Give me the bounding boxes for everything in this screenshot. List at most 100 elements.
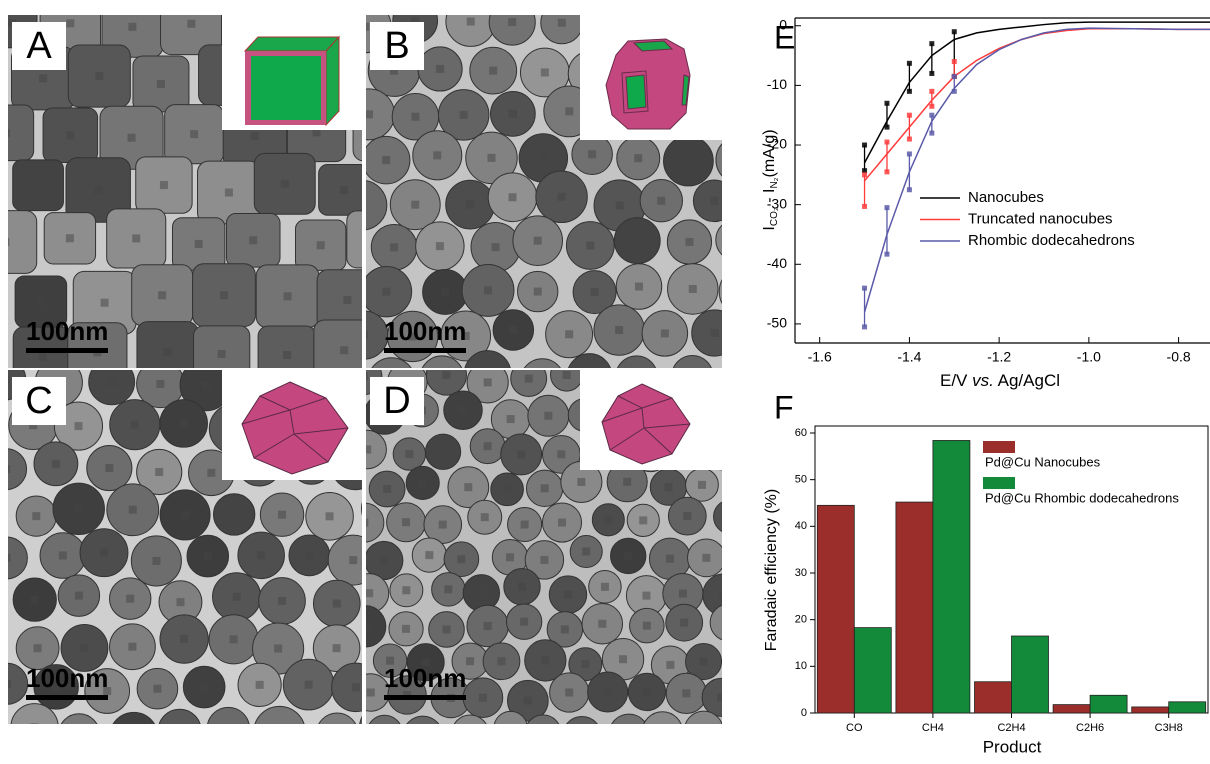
x-tick-label: C2H6 <box>1076 722 1104 734</box>
particle-core <box>604 516 612 524</box>
particle-core <box>207 469 215 477</box>
particle-core <box>666 661 674 669</box>
x-tick-label: -1.2 <box>987 349 1011 365</box>
particle-core <box>509 326 517 334</box>
particle-core <box>459 406 467 414</box>
particle-core <box>521 521 529 529</box>
cube-model <box>245 37 339 125</box>
particle-core <box>176 598 184 606</box>
particle-core <box>128 134 136 142</box>
particle-core <box>664 483 672 491</box>
particle-core <box>457 555 465 563</box>
particle-core <box>419 479 427 487</box>
particle-core <box>564 591 572 599</box>
particle-core <box>155 468 163 476</box>
point <box>884 205 889 210</box>
particle-core <box>683 512 691 520</box>
particle-core <box>340 346 348 354</box>
particle-core <box>633 237 641 245</box>
legend-label: Pd@Cu Rhombic dodecahedrons <box>985 490 1179 505</box>
particle-core <box>34 181 42 189</box>
point <box>929 71 934 76</box>
y-tick-label: 0 <box>779 16 787 32</box>
point <box>907 113 912 118</box>
y-tick-label: 50 <box>795 474 807 486</box>
particle-core <box>540 556 548 564</box>
particle-core <box>464 483 472 491</box>
point <box>884 169 889 174</box>
particle-core <box>534 237 542 245</box>
particle-core <box>544 412 552 420</box>
legend-label: Rhombic dodecahedrons <box>968 232 1135 249</box>
particle-core <box>484 442 492 450</box>
particle-core <box>32 512 40 520</box>
particle-core <box>39 74 47 82</box>
particle-core <box>577 478 585 486</box>
scale-bar-label: 100nm <box>26 316 108 346</box>
particle-core <box>588 150 596 158</box>
particle-core <box>249 236 257 244</box>
particle-core <box>601 583 609 591</box>
particle-core <box>230 635 238 643</box>
legend-swatch <box>983 441 1015 453</box>
particle-core <box>634 154 642 162</box>
particle-core <box>439 448 447 456</box>
figure: A 100nm B 100nm C 100 <box>0 0 1210 759</box>
particle-core <box>492 243 500 251</box>
panel-label: A <box>26 25 52 67</box>
particle-core <box>129 506 137 514</box>
particle-core <box>679 590 687 598</box>
point <box>884 252 889 257</box>
particle-core <box>233 593 241 601</box>
x-tick-label: C3H8 <box>1155 722 1183 734</box>
particle-core <box>195 240 203 248</box>
particle-core <box>497 657 505 665</box>
particle-core <box>204 552 212 560</box>
particle-core <box>390 243 398 251</box>
particle-core <box>75 592 83 600</box>
particle-core <box>619 655 627 663</box>
particle-core <box>466 201 474 209</box>
y-tick-label: 30 <box>795 567 807 579</box>
particle-core <box>95 72 103 80</box>
particle-core <box>503 485 511 493</box>
particle-core <box>105 464 113 472</box>
x-tick-label: -0.8 <box>1167 349 1191 365</box>
particle-core <box>591 288 599 296</box>
bar <box>1053 705 1090 713</box>
particle-core <box>163 348 171 356</box>
particle-core <box>565 330 573 338</box>
particle-core <box>467 18 475 26</box>
particle-core <box>539 154 547 162</box>
y-label-part: N₂ <box>769 177 780 188</box>
particle-core <box>635 283 643 291</box>
particle-core <box>518 583 526 591</box>
particle-core <box>402 518 410 526</box>
particle-core <box>402 625 410 633</box>
particle-core <box>506 553 514 561</box>
particle-core <box>484 378 492 386</box>
point <box>952 89 957 94</box>
particle-core <box>220 291 228 299</box>
particle-core <box>382 156 390 164</box>
particle-core <box>680 619 688 627</box>
point <box>907 89 912 94</box>
particle-core <box>74 422 82 430</box>
tem-panel: D 100nm <box>344 355 768 756</box>
particle-core <box>598 620 606 628</box>
particle-core <box>101 299 109 307</box>
particle-core <box>305 551 313 559</box>
particle-core <box>558 519 566 527</box>
particle-core <box>100 549 108 557</box>
particle-core <box>187 20 195 28</box>
particle-core <box>274 645 282 653</box>
scale-bar <box>26 695 108 700</box>
particle-core <box>411 113 419 121</box>
scale-bar <box>26 348 108 353</box>
y-label-part: - I <box>761 189 778 208</box>
particle-core <box>126 595 134 603</box>
bar <box>1090 695 1127 713</box>
particle-core <box>411 201 419 209</box>
particle-core <box>251 132 259 140</box>
particle-core <box>624 552 632 560</box>
